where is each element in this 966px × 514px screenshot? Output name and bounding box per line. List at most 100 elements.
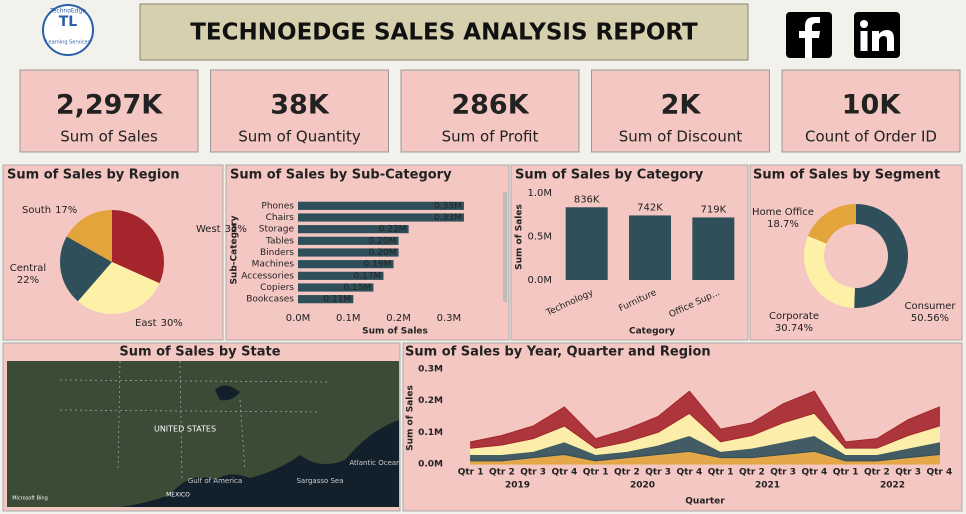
linkedin-icon[interactable] [854,12,900,58]
value-label: 0.17M [353,271,381,281]
slice [60,236,112,302]
title-box [139,3,749,61]
value-label: 0.20M [369,236,397,246]
value-label: 0.19M [364,260,392,270]
bar [298,201,464,210]
bar [298,295,354,304]
y-tick-label: Copiers [260,283,294,293]
category-label: East [135,318,157,329]
kpi-label: Sum of Discount [619,128,743,146]
y-tick-label: 0.1M [418,428,443,438]
facebook-icon[interactable] [786,12,832,58]
logo-name: TechnoEdge [49,8,86,15]
x-tick-label: Qtr 4 [801,468,827,478]
x-tick-label: 0.0M [286,313,311,324]
kpi-value: 2,297K [56,90,163,121]
value-label: 836K [574,194,600,205]
y-tick-label: Phones [261,201,294,211]
bar [298,260,394,269]
y-tick-label: Bookcases [246,295,294,305]
map[interactable] [7,360,399,507]
slice [66,210,112,262]
value-label: 30% [161,318,183,329]
category-label: South [22,205,51,216]
value-label: 30.74% [775,323,813,334]
chart-title: Sum of Sales by Segment [753,168,940,183]
bar [298,248,399,257]
logo-mark: TL [59,14,78,30]
x-tick-label: Qtr 3 [895,468,921,478]
x-tick-label: Qtr 1 [708,468,734,478]
kpi-card [210,69,389,153]
chart-title: Sum of Sales by Sub-Category [230,168,452,183]
bar [298,213,464,222]
category-label: Corporate [769,311,819,322]
category-label: Home Office [752,207,814,218]
x-tick-label: Qtr 1 [458,468,484,478]
slice [112,210,164,284]
map-label: Microsoft Bing [12,496,48,502]
scrollbar[interactable] [503,192,507,302]
x-tick-label: 0.1M [336,313,361,324]
kpi-label: Count of Order ID [805,128,937,146]
y-tick-label: Binders [260,248,294,258]
report-title: TECHNOEDGE SALES ANALYSIS REPORT [190,20,698,46]
x-tick-label: Qtr 1 [583,468,609,478]
y-tick-label: Storage [259,225,295,235]
y-tick-label: Tables [265,236,294,246]
data-label: West 32% [196,224,247,235]
y-tick-label: 0.0M [527,275,552,286]
map-title: Sum of Sales by State [119,345,280,360]
y-tick-label: Chairs [266,213,295,223]
value-label: 0.20M [369,248,397,258]
y-tick-label: Machines [252,260,295,270]
panel [749,164,963,341]
value-label: 0.33M [434,213,462,223]
slice [77,262,160,314]
kpi-label: Sum of Quantity [238,128,361,146]
kpi-card [400,69,580,153]
chart-title: Sum of Sales by Region [7,168,180,183]
x-axis-title: Quarter [685,497,725,507]
logo [42,4,94,56]
x-group-label: 2019 [505,481,530,491]
kpi-card [781,69,961,153]
kpi-value: 10K [842,90,902,121]
y-axis-title: Sum of Sales [515,204,525,270]
bar [565,207,608,280]
bar [298,283,374,292]
category-label: Central [10,263,46,274]
x-group-label: 2020 [630,481,655,491]
x-tick-label: Qtr 3 [770,468,796,478]
map-label: Sargasso Sea [296,477,343,485]
value-label: 0.11M [323,295,351,305]
value-label: 0.33M [434,201,462,211]
slice [804,235,855,308]
data-label: Home Office 18.7% [752,207,814,230]
y-tick-label: 0.3M [418,365,443,375]
y-tick-label: 1.0M [527,188,552,199]
data-label: Central 22% [10,263,46,286]
x-tick-label: Qtr 3 [520,468,546,478]
chart-title: Sum of Sales by Year, Quarter and Region [405,345,711,360]
x-tick-label: Qtr 1 [833,468,859,478]
slice [808,204,856,244]
y-axis-title: Sub-Category [230,215,240,284]
value-label: 719K [701,204,727,215]
slice [854,204,909,308]
value-label: 22% [17,275,39,286]
map-label: Atlantic Ocean [349,459,400,467]
x-tick-label: Qtr 4 [551,468,577,478]
bar [298,271,384,280]
area [470,390,940,449]
value-label: 50.56% [911,313,949,324]
category-label: Consumer [905,301,957,312]
kpi-value: 286K [451,90,529,121]
kpi-label: Sum of Sales [60,128,158,146]
category-label: West [196,224,221,235]
x-axis-title: Category [629,327,675,337]
kpi-value: 38K [270,90,330,121]
value-label: 32% [225,224,247,235]
x-tick-label: Qtr 2 [489,468,515,478]
kpi-label: Sum of Profit [442,128,539,146]
